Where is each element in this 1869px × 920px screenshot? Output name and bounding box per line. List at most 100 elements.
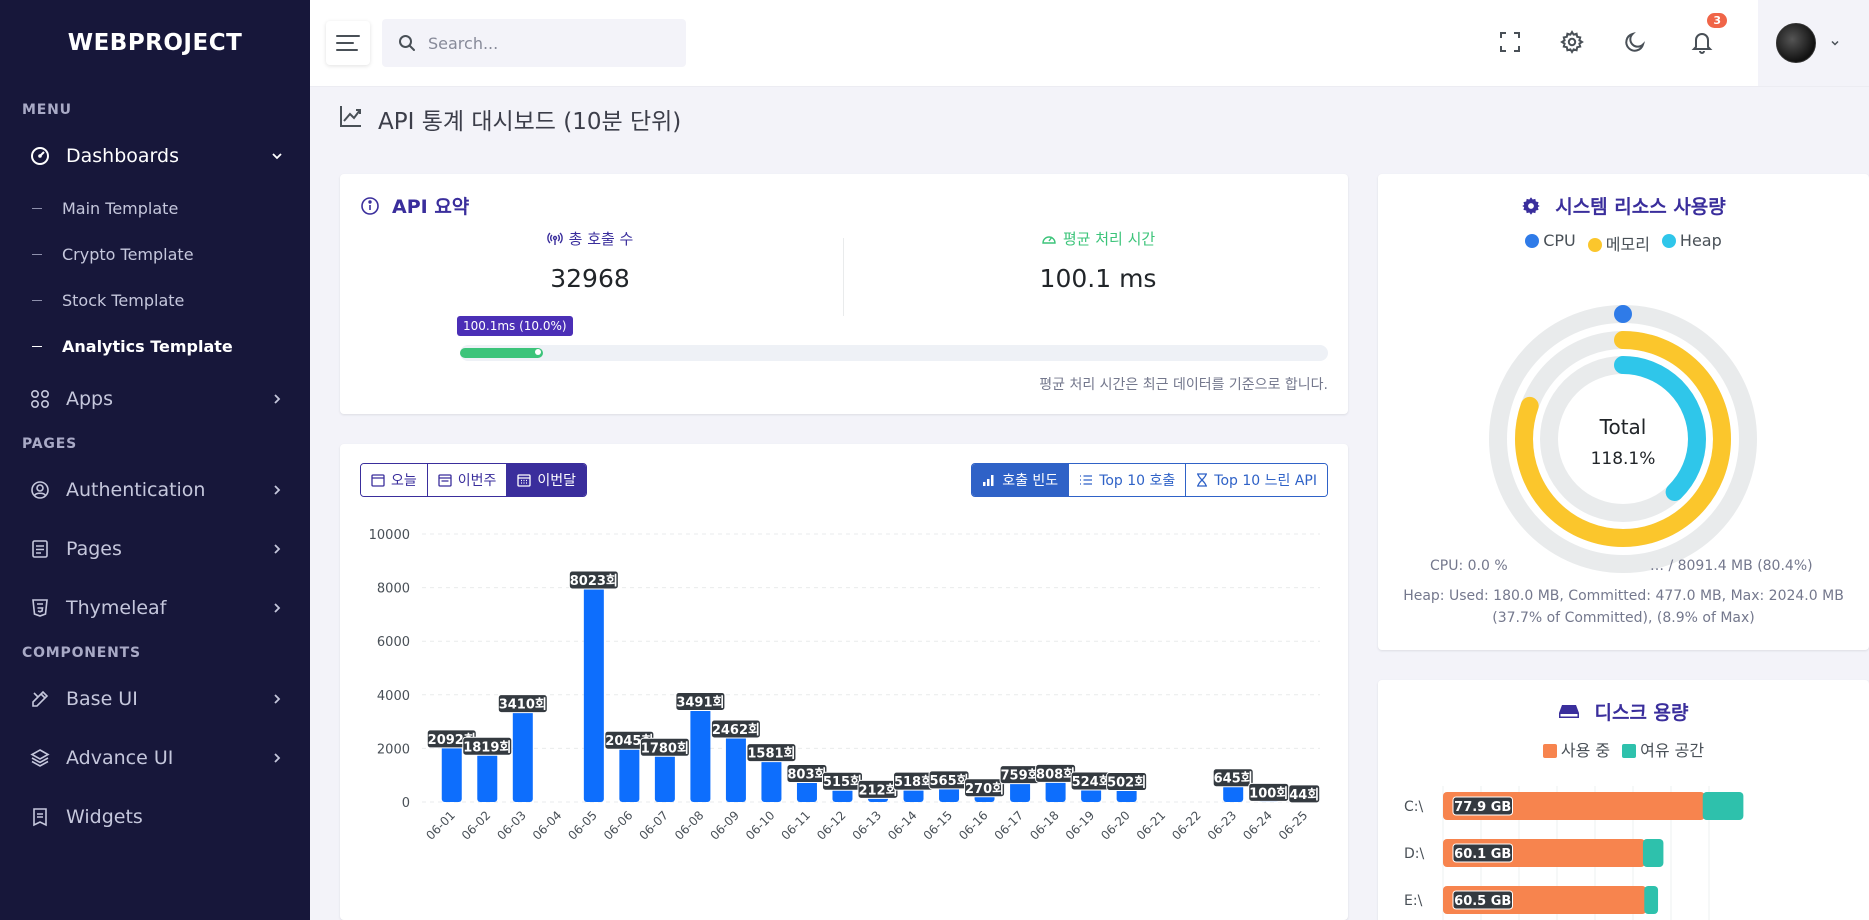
chart-bar[interactable] — [619, 747, 640, 802]
chart-bar[interactable] — [939, 786, 960, 802]
sidebar-item-base-ui[interactable]: Base UI — [0, 669, 310, 728]
sidebar-subitem-crypto[interactable]: Crypto Template — [0, 231, 310, 277]
chart-bar[interactable] — [1010, 781, 1031, 802]
data-label: 8023회 — [570, 573, 618, 589]
sidebar-item-advance-ui[interactable]: Advance UI — [0, 728, 310, 787]
chart-bar[interactable] — [832, 788, 853, 802]
data-label: 1819회 — [463, 739, 511, 755]
brand-logo[interactable]: WEBPROJECT — [67, 30, 243, 56]
legend-item-free[interactable]: 여유 공간 — [1622, 737, 1704, 761]
chart-bar[interactable] — [1116, 788, 1137, 802]
hard-drive-icon — [1559, 704, 1580, 718]
this-week-button[interactable]: 이번주 — [427, 464, 508, 496]
legend-item-used[interactable]: 사용 중 — [1542, 737, 1610, 761]
dark-mode-button[interactable] — [1618, 25, 1652, 59]
dashboard-icon — [28, 144, 52, 168]
data-label: 3491회 — [676, 694, 724, 710]
top10-slow-api-button[interactable]: Top 10 느린 API — [1186, 464, 1327, 496]
data-label-background — [710, 719, 761, 739]
progress-fill — [460, 348, 543, 358]
top10-slow-api-button-label: Top 10 느린 API — [1214, 473, 1317, 489]
notifications-button[interactable]: 3 — [1685, 13, 1727, 59]
chart-bar[interactable] — [761, 759, 782, 802]
free-bar[interactable] — [1702, 792, 1744, 820]
heap-ring[interactable] — [1540, 356, 1706, 522]
chart-bar[interactable] — [654, 754, 675, 802]
memory-ring[interactable] — [1515, 331, 1731, 547]
chevron-down-icon — [1831, 40, 1839, 46]
legend-item-cpu[interactable]: CPU — [1525, 231, 1576, 255]
legend-item-memory[interactable]: 메모리 — [1587, 231, 1650, 255]
sidebar-item-widgets[interactable]: Widgets — [0, 787, 310, 846]
this-month-button[interactable]: 이번달 — [507, 464, 587, 496]
x-tick-label: 06-21 — [1134, 808, 1169, 843]
this-week-button-label: 이번주 — [457, 473, 497, 489]
top10-calls-button[interactable]: Top 10 호출 — [1069, 464, 1187, 496]
chart-bar[interactable] — [690, 708, 711, 802]
card-header: 시스템 리소스 사용량 — [1378, 192, 1869, 219]
sidebar-item-thymeleaf[interactable]: Thymeleaf — [0, 578, 310, 637]
broadcast-icon — [546, 232, 563, 245]
system-resource-card: 시스템 리소스 사용량 CPU 메모리 Heap Total 118.1% CP… — [1378, 174, 1869, 650]
hamburger-icon — [336, 35, 360, 51]
call-frequency-button-label: 호출 빈도 — [1002, 473, 1059, 489]
card-title: 시스템 리소스 사용량 — [1555, 196, 1726, 218]
data-label: 518회 — [894, 774, 933, 790]
chart-bar[interactable] — [903, 788, 924, 802]
x-tick-label: 06-15 — [921, 808, 956, 843]
page-title: API 통계 대시보드 (10분 단위) — [338, 102, 681, 136]
dash-icon — [32, 253, 42, 255]
data-label: 2462회 — [712, 722, 760, 738]
chart-bar[interactable] — [796, 780, 817, 802]
moon-icon — [1625, 31, 1646, 52]
call-frequency-button[interactable]: 호출 빈도 — [972, 464, 1070, 496]
chart-bar[interactable] — [1081, 787, 1102, 802]
sidebar-item-pages[interactable]: Pages — [0, 519, 310, 578]
calendar-icon — [371, 474, 385, 487]
call-frequency-card: 오늘 이번주 이번달 호출 빈도 Top 10 호출 Top 10 느린 API… — [340, 444, 1348, 920]
avatar[interactable] — [1776, 23, 1816, 63]
legend-label: 여유 공간 — [1640, 741, 1705, 760]
total-calls-label: 총 호출 수 — [568, 230, 634, 248]
disk-bar-chart: C:\ 77.9 GB D:\ 60.1 GB E:\ 60.5 GB — [1404, 786, 1744, 920]
x-tick-label: 06-20 — [1098, 808, 1133, 843]
chart-bar[interactable] — [725, 736, 746, 802]
sidebar-item-label: Pages — [66, 537, 122, 560]
chart-bar[interactable] — [1045, 780, 1066, 802]
today-button[interactable]: 오늘 — [361, 464, 428, 496]
user-menu[interactable] — [1758, 0, 1869, 86]
chart-bar[interactable] — [583, 586, 604, 802]
legend-item-heap[interactable]: Heap — [1661, 231, 1722, 255]
divider — [843, 238, 844, 316]
chart-bar[interactable] — [441, 745, 462, 802]
radial-center-title: Total — [1599, 415, 1647, 439]
data-label: 808회 — [1036, 766, 1075, 782]
chevron-down-icon — [270, 149, 284, 163]
free-bar[interactable] — [1642, 839, 1664, 867]
sidebar-subitem-analytics[interactable]: Analytics Template — [0, 323, 310, 369]
chevron-right-icon — [270, 751, 284, 765]
cpu-ring[interactable] — [1489, 305, 1757, 573]
x-tick-label: 06-12 — [814, 808, 849, 843]
settings-button[interactable] — [1555, 25, 1589, 59]
sidebar-item-dashboards[interactable]: Dashboards — [0, 126, 310, 185]
sidebar-item-authentication[interactable]: Authentication — [0, 460, 310, 519]
hamburger-menu-button[interactable] — [326, 21, 370, 65]
sidebar-item-apps[interactable]: Apps — [0, 369, 310, 428]
data-label: 1581회 — [747, 746, 795, 762]
search-input[interactable] — [428, 33, 668, 53]
chart-bar[interactable] — [477, 753, 498, 802]
chart-bar[interactable] — [512, 710, 533, 802]
y-tick-label: 0 — [402, 796, 410, 811]
sidebar-subitem-main[interactable]: Main Template — [0, 185, 310, 231]
heap-detail-line2: (37.7% of Committed), (8.9% of Max) — [1492, 610, 1755, 626]
data-label-background — [1452, 796, 1513, 816]
sidebar-subitem-stock[interactable]: Stock Template — [0, 277, 310, 323]
data-label: 803회 — [787, 766, 826, 782]
chart-bar[interactable] — [1223, 784, 1244, 802]
fullscreen-button[interactable] — [1493, 25, 1527, 59]
sidebar-subitem-label: Stock Template — [62, 290, 185, 310]
card-header: API 요약 — [360, 192, 469, 219]
free-bar[interactable] — [1644, 886, 1659, 914]
sidebar-subitem-label: Analytics Template — [62, 336, 233, 356]
